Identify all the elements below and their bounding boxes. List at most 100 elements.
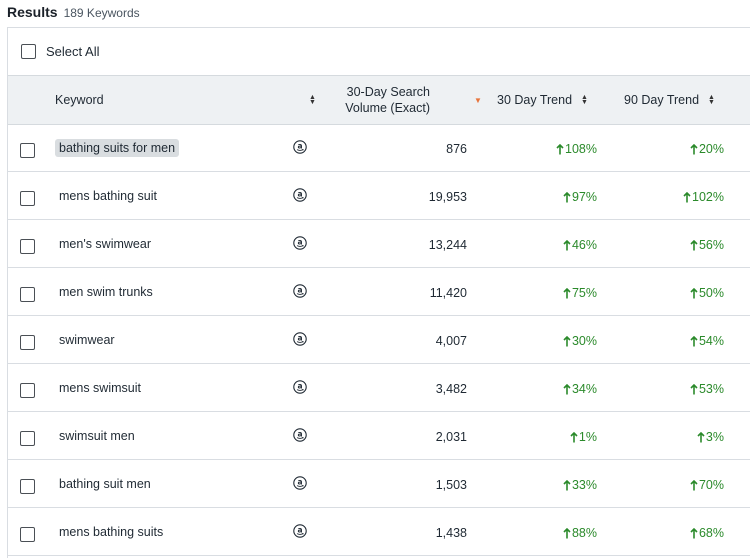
trend-up-arrow-icon bbox=[563, 334, 572, 348]
keyword-text[interactable]: mens bathing suits bbox=[59, 525, 164, 539]
trend90-percent: 53% bbox=[698, 382, 724, 396]
svg-text:a: a bbox=[297, 381, 302, 390]
table-row[interactable]: bathing suits for men a 876 108% 20% bbox=[8, 124, 750, 172]
trend30-percent: 97% bbox=[571, 190, 597, 204]
row-divider bbox=[8, 171, 315, 172]
table-header: Keyword ▲ ▼ 30-Day Search Volume (Exact) … bbox=[8, 75, 750, 125]
trend30-value: 34% bbox=[563, 382, 597, 396]
trend90-percent: 56% bbox=[698, 238, 724, 252]
search-volume: 13,244 bbox=[428, 238, 467, 252]
row-divider bbox=[8, 363, 315, 364]
select-all-checkbox[interactable] bbox=[21, 44, 36, 59]
row-checkbox[interactable] bbox=[20, 431, 35, 446]
row-checkbox[interactable] bbox=[20, 287, 35, 302]
trend30-percent: 30% bbox=[571, 334, 597, 348]
amazon-icon[interactable]: a bbox=[293, 476, 307, 490]
trend-up-arrow-icon bbox=[690, 334, 699, 348]
trend-up-arrow-icon bbox=[556, 142, 565, 156]
results-panel: Select All Keyword ▲ ▼ 30-Day Search Volu… bbox=[7, 27, 750, 558]
svg-text:a: a bbox=[297, 237, 302, 246]
keyword-text[interactable]: mens bathing suit bbox=[59, 189, 157, 203]
column-header-trend90[interactable]: 90 Day Trend ▲ ▼ bbox=[624, 76, 715, 124]
svg-text:a: a bbox=[297, 285, 302, 294]
row-divider bbox=[315, 171, 750, 172]
search-volume: 3,482 bbox=[435, 382, 467, 396]
amazon-icon[interactable]: a bbox=[293, 332, 307, 346]
select-all-label[interactable]: Select All bbox=[46, 44, 100, 59]
row-checkbox[interactable] bbox=[20, 383, 35, 398]
column-header-keyword[interactable]: Keyword bbox=[55, 93, 104, 107]
search-volume: 1,438 bbox=[435, 526, 467, 540]
trend30-value: 108% bbox=[556, 142, 597, 156]
keyword-text[interactable]: swimsuit men bbox=[59, 429, 135, 443]
row-divider bbox=[8, 411, 315, 412]
svg-text:a: a bbox=[297, 525, 302, 534]
trend90-sort-icon[interactable]: ▲ ▼ bbox=[708, 94, 715, 106]
amazon-icon[interactable]: a bbox=[293, 524, 307, 538]
search-volume: 4,007 bbox=[435, 334, 467, 348]
trend90-value: 53% bbox=[690, 382, 724, 396]
trend-up-arrow-icon bbox=[563, 190, 572, 204]
trend-up-arrow-icon bbox=[690, 526, 699, 540]
trend90-value: 70% bbox=[690, 478, 724, 492]
table-row[interactable]: mens swimsuit a 3,482 34% 53% bbox=[8, 364, 750, 412]
table-row[interactable]: bathing suit men a 1,503 33% 70% bbox=[8, 460, 750, 508]
row-checkbox[interactable] bbox=[20, 143, 35, 158]
row-checkbox[interactable] bbox=[20, 191, 35, 206]
row-divider bbox=[8, 315, 315, 316]
trend90-percent: 70% bbox=[698, 478, 724, 492]
row-divider bbox=[8, 267, 315, 268]
trend-up-arrow-icon bbox=[697, 430, 706, 444]
trend30-value: 97% bbox=[563, 190, 597, 204]
keyword-sort-icon[interactable]: ▲ ▼ bbox=[309, 94, 316, 106]
svg-text:a: a bbox=[297, 429, 302, 438]
keyword-text[interactable]: bathing suits for men bbox=[55, 139, 180, 157]
keyword-text[interactable]: men's swimwear bbox=[59, 237, 151, 251]
row-checkbox[interactable] bbox=[20, 335, 35, 350]
row-checkbox[interactable] bbox=[20, 239, 35, 254]
row-checkbox[interactable] bbox=[20, 527, 35, 542]
column-header-trend30[interactable]: 30 Day Trend ▲ ▼ bbox=[497, 76, 588, 124]
trend90-percent: 3% bbox=[705, 430, 724, 444]
keyword-text[interactable]: bathing suit men bbox=[59, 477, 151, 491]
trend-up-arrow-icon bbox=[690, 286, 699, 300]
trend30-percent: 108% bbox=[565, 142, 597, 156]
row-divider bbox=[8, 507, 315, 508]
amazon-icon[interactable]: a bbox=[293, 380, 307, 394]
row-divider bbox=[315, 363, 750, 364]
results-header: Results 189 Keywords bbox=[7, 4, 140, 22]
table-row[interactable]: men's swimwear a 13,244 46% 56% bbox=[8, 220, 750, 268]
table-row[interactable]: swimwear a 4,007 30% 54% bbox=[8, 316, 750, 364]
amazon-icon[interactable]: a bbox=[293, 236, 307, 250]
column-header-volume[interactable]: 30-Day Search Volume (Exact) bbox=[300, 84, 430, 116]
row-divider bbox=[315, 555, 750, 556]
trend90-value: 54% bbox=[690, 334, 724, 348]
row-divider bbox=[8, 459, 315, 460]
results-count: 189 Keywords bbox=[63, 6, 140, 20]
table-row[interactable]: men swim trunks a 11,420 75% 50% bbox=[8, 268, 750, 316]
amazon-icon[interactable]: a bbox=[293, 428, 307, 442]
svg-text:a: a bbox=[297, 141, 302, 150]
svg-text:a: a bbox=[297, 333, 302, 342]
keyword-text[interactable]: men swim trunks bbox=[59, 285, 153, 299]
trend90-value: 50% bbox=[690, 286, 724, 300]
svg-text:a: a bbox=[297, 477, 302, 486]
row-divider bbox=[315, 219, 750, 220]
amazon-icon[interactable]: a bbox=[293, 140, 307, 154]
row-checkbox[interactable] bbox=[20, 479, 35, 494]
amazon-icon[interactable]: a bbox=[293, 188, 307, 202]
trend30-sort-icon[interactable]: ▲ ▼ bbox=[581, 94, 588, 106]
volume-sort-desc-icon[interactable]: ▼ bbox=[474, 95, 482, 105]
row-divider bbox=[315, 315, 750, 316]
trend30-value: 75% bbox=[563, 286, 597, 300]
trend-up-arrow-icon bbox=[563, 238, 572, 252]
table-row[interactable]: mens bathing suits a 1,438 88% 68% bbox=[8, 508, 750, 556]
trend90-value: 102% bbox=[683, 190, 724, 204]
amazon-icon[interactable]: a bbox=[293, 284, 307, 298]
trend-up-arrow-icon bbox=[690, 478, 699, 492]
keyword-text[interactable]: mens swimsuit bbox=[59, 381, 141, 395]
table-row[interactable]: swimsuit men a 2,031 1% 3% bbox=[8, 412, 750, 460]
keyword-text[interactable]: swimwear bbox=[59, 333, 115, 347]
row-divider bbox=[315, 459, 750, 460]
table-row[interactable]: mens bathing suit a 19,953 97% 102% bbox=[8, 172, 750, 220]
